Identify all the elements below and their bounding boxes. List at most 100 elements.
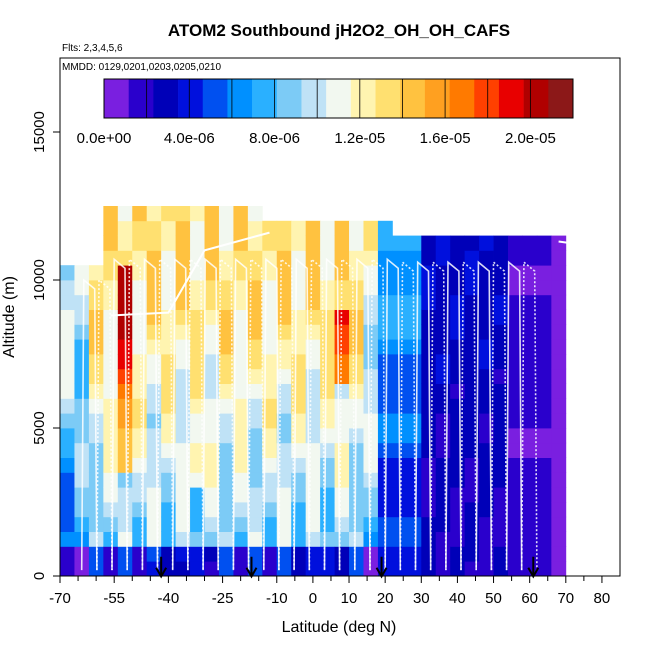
heatmap-cell [536, 428, 552, 444]
heatmap-cell [190, 220, 205, 236]
heatmap-cell [262, 442, 278, 458]
heatmap-cell [536, 457, 552, 473]
heatmap-cell [392, 309, 408, 325]
heatmap-cell [88, 383, 104, 399]
heatmap-cell [190, 546, 205, 562]
heatmap-cell [175, 324, 191, 340]
heatmap-cell [450, 309, 466, 325]
heatmap-cell [464, 294, 480, 310]
heatmap-cell [276, 442, 292, 458]
heatmap-cell [508, 516, 523, 532]
heatmap-cell [233, 339, 249, 355]
heatmap-cell [363, 428, 379, 444]
heatmap-cell [60, 487, 75, 503]
heatmap-cell [377, 354, 393, 370]
heatmap-cell [464, 368, 480, 384]
profile-trace [202, 257, 219, 571]
profile-trace [475, 260, 493, 571]
heatmap-cell [536, 561, 552, 577]
heatmap-cell [247, 324, 263, 340]
heatmap-cell [493, 294, 509, 310]
heatmap-cell [233, 324, 249, 340]
colorbar-cell [128, 79, 154, 118]
heatmap-cell [363, 324, 379, 340]
heatmap-cell [74, 383, 90, 399]
heatmap-cell [218, 294, 234, 310]
heatmap-cell [450, 472, 466, 488]
heatmap-cell [493, 250, 509, 266]
heatmap-cell [204, 354, 220, 370]
event-marker-arrowhead [155, 567, 168, 579]
heatmap-cell [117, 428, 133, 444]
heatmap-cell [421, 546, 437, 562]
profile-trace [354, 257, 371, 571]
x-tick-label: 70 [557, 590, 574, 607]
heatmap-cell [435, 531, 451, 547]
heatmap-cell [218, 265, 234, 281]
profile-trace [80, 278, 98, 571]
heatmap-cell [406, 531, 422, 547]
heatmap-cell [247, 516, 263, 532]
heatmap-cell [508, 413, 523, 429]
colorbar-tick-label: 4.0e-06 [164, 130, 215, 147]
heatmap-cell [508, 472, 523, 488]
colorbar-cell [276, 79, 302, 118]
heatmap-cell [493, 339, 509, 355]
heatmap-cell [479, 294, 494, 310]
heatmap-cell [305, 442, 321, 458]
heatmap-cell [190, 472, 205, 488]
profile-trace [308, 257, 326, 571]
heatmap-cell [60, 280, 75, 296]
heatmap-cell [536, 265, 552, 281]
x-tick-label: 80 [594, 590, 611, 607]
heatmap-cell [435, 413, 451, 429]
heatmap-cell [320, 265, 335, 281]
heatmap-cell [363, 280, 379, 296]
heatmap-cell [305, 398, 321, 414]
heatmap-cell [334, 516, 350, 532]
heatmap-cell [233, 383, 249, 399]
heatmap-cell [522, 546, 538, 562]
heatmap-cell [450, 516, 466, 532]
heatmap-cell [103, 546, 119, 562]
event-marker-arrowhead [375, 567, 388, 579]
heatmap-cell [175, 265, 191, 281]
heatmap-cell [233, 472, 249, 488]
heatmap-cell [392, 250, 408, 266]
profile-trace [171, 257, 189, 571]
heatmap-cell [450, 324, 466, 340]
heatmap-cell [117, 442, 133, 458]
heatmap-cell [291, 294, 307, 310]
heatmap-cell [551, 294, 567, 310]
heatmap-cell [305, 413, 321, 429]
heatmap-cell [349, 487, 364, 503]
heatmap-cell [132, 442, 148, 458]
heatmap-cell [522, 354, 538, 370]
heatmap-cell [305, 235, 321, 251]
heatmap-cell [262, 531, 278, 547]
heatmap-cell [305, 339, 321, 355]
heatmap-cell [74, 309, 90, 325]
heatmap-cell [262, 280, 278, 296]
heatmap-cell [146, 206, 162, 222]
profile-trace [429, 260, 447, 571]
heatmap-cell [103, 561, 119, 577]
heatmap-cell [291, 265, 307, 281]
colorbar: 0.0e+00 4.0e-06 8.0e-06 1.2e-05 1.6e-05 2.0e-… [77, 78, 574, 147]
heatmap-cell [117, 531, 133, 547]
y-axis: 0 5000 10000 15000 [31, 111, 60, 580]
heatmap-cell [551, 309, 567, 325]
heatmap-cell [132, 413, 148, 429]
y-tick-label: 15000 [31, 111, 48, 153]
high-altitude-trace [110, 231, 270, 317]
heatmap-cell [406, 561, 422, 577]
heatmap-cell [161, 546, 177, 562]
heatmap-cell [161, 206, 177, 222]
heatmap-cell [218, 442, 234, 458]
heatmap-cell [103, 516, 119, 532]
colorbar-cell [153, 79, 179, 118]
heatmap-cell [522, 487, 538, 503]
heatmap-cell [551, 265, 567, 281]
heatmap-cell [536, 546, 552, 562]
heatmap-cell [247, 250, 263, 266]
